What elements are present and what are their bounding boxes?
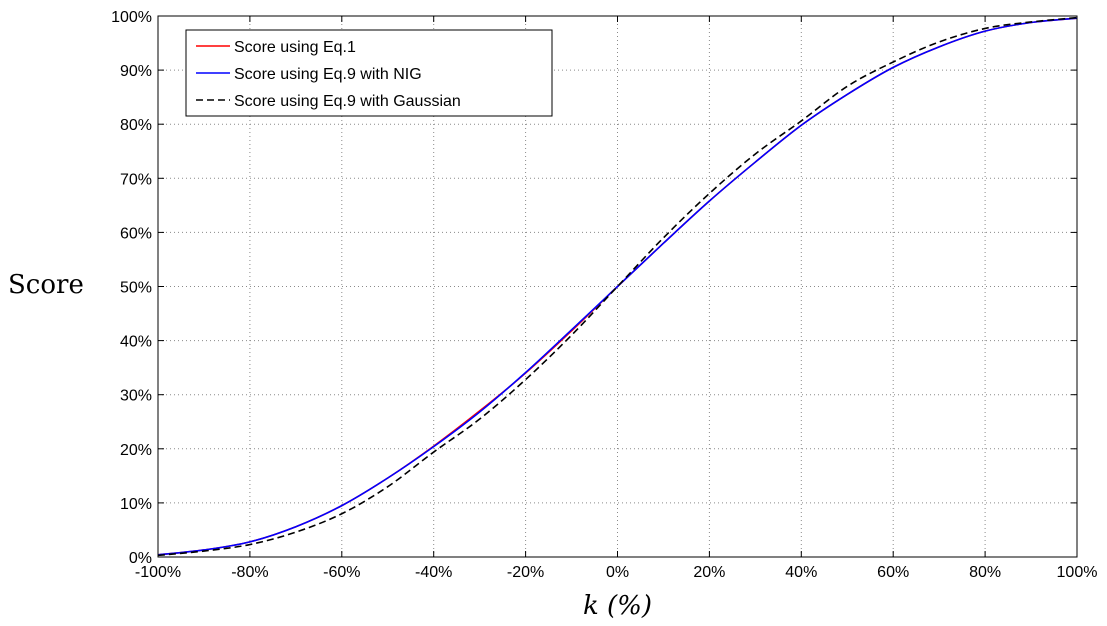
legend: Score using Eq.1 Score using Eq.9 with NI… — [185, 29, 553, 117]
y-tick-label: 30% — [120, 388, 152, 405]
x-tick-label: 60% — [877, 564, 909, 581]
x-tick-label: -100% — [135, 564, 181, 581]
y-tick-label: 50% — [120, 280, 152, 297]
x-tick-label: 40% — [785, 564, 817, 581]
y-tick-label: 0% — [129, 550, 152, 567]
tick-labels: -100% -80% -60% -40% -20% 0% 20% 40% 60% 80% 100% 0… — [111, 9, 1097, 581]
x-tick-label: 100% — [1057, 564, 1098, 581]
y-tick-label: 40% — [120, 334, 152, 351]
x-tick-label: -80% — [231, 564, 268, 581]
x-tick-label: 20% — [693, 564, 725, 581]
series-line-3 — [157, 16, 1078, 557]
legend-entry-label: Score using Eq.1 — [234, 39, 356, 56]
y-tick-label: 10% — [120, 496, 152, 513]
y-axis-label: Score — [8, 270, 84, 300]
x-tick-label: -20% — [507, 564, 544, 581]
x-tick-label: -60% — [323, 564, 360, 581]
legend-box — [185, 29, 553, 117]
series-lines — [157, 16, 1078, 557]
series-line-2 — [157, 17, 1078, 556]
y-tick-label: 100% — [111, 9, 152, 26]
y-tick-label: 90% — [120, 63, 152, 80]
x-tick-label: 80% — [969, 564, 1001, 581]
y-tick-label: 60% — [120, 225, 152, 242]
legend-entry-label: Score using Eq.9 with NIG — [234, 66, 422, 83]
x-tick-label: -40% — [415, 564, 452, 581]
y-tick-label: 80% — [120, 117, 152, 134]
y-tick-label: 70% — [120, 171, 152, 188]
x-axis-label: k (%) — [583, 591, 652, 621]
legend-entry-label: Score using Eq.9 with Gaussian — [234, 93, 461, 110]
x-tick-label: 0% — [606, 564, 629, 581]
y-tick-label: 20% — [120, 442, 152, 459]
